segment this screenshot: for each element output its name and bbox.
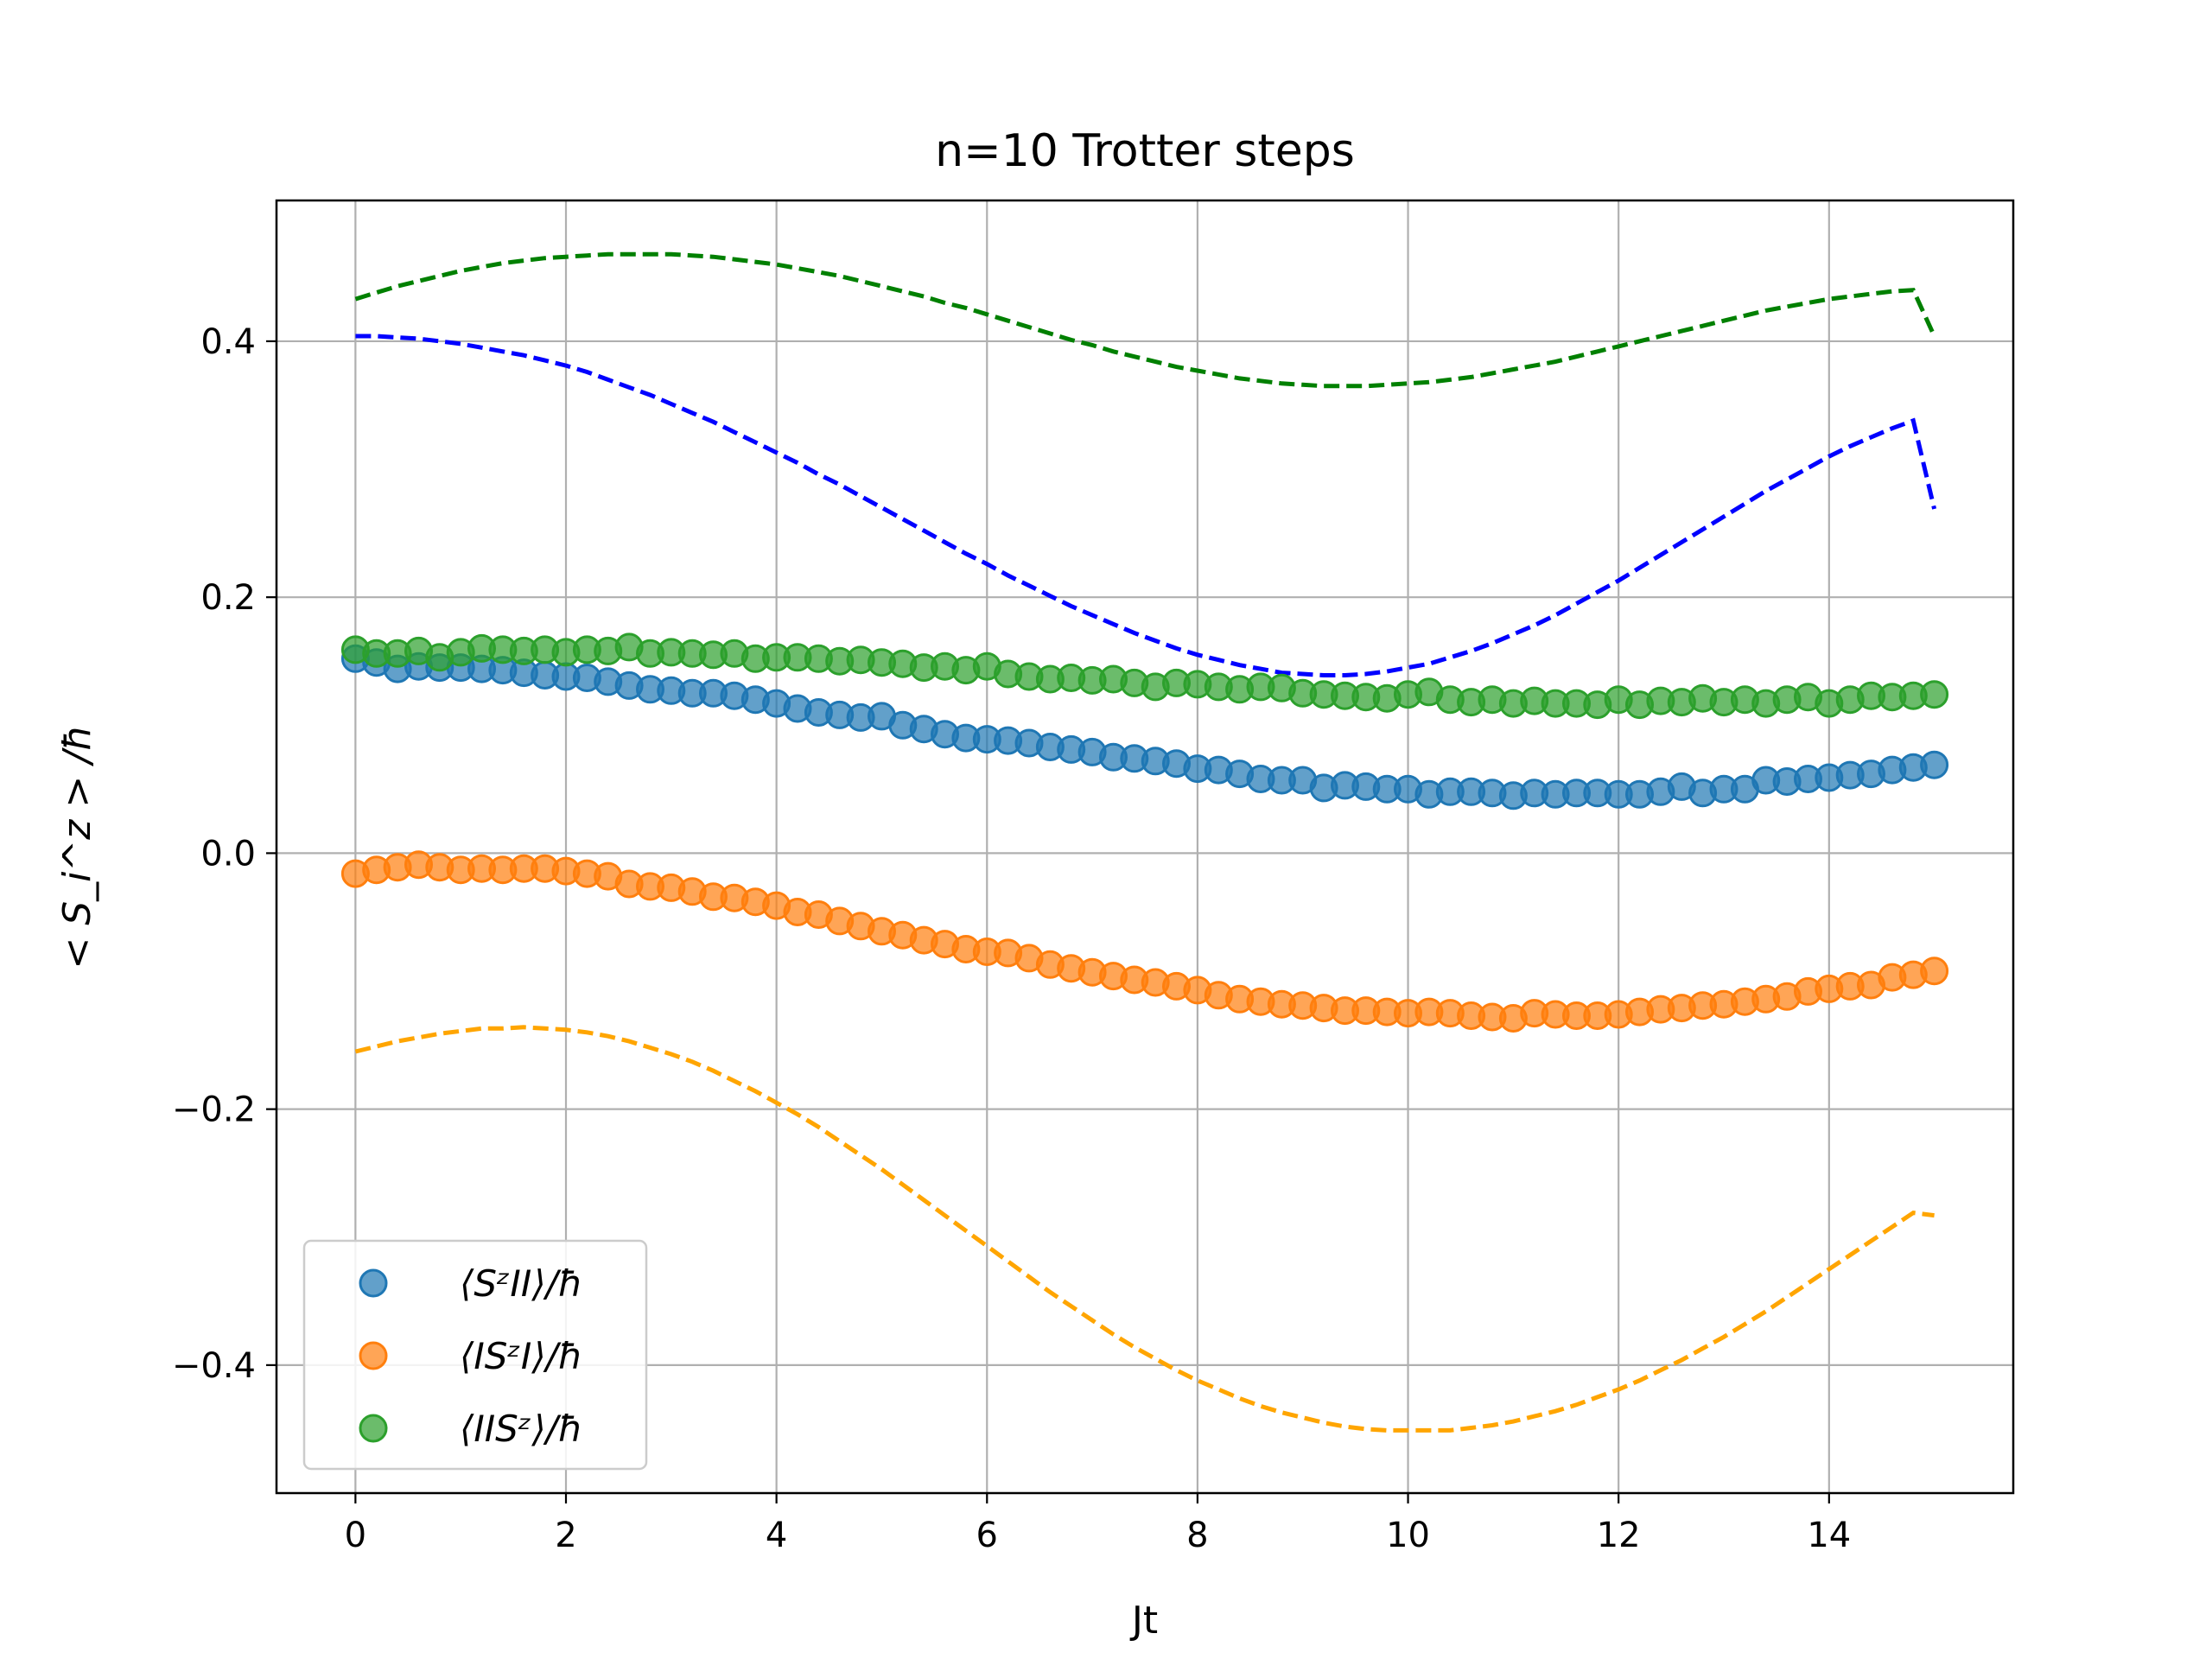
y-tick-label: −0.4 xyxy=(172,1346,256,1386)
legend-label: ⟨SᶻII⟩/ħ xyxy=(460,1262,583,1305)
points-layer xyxy=(340,632,1949,1033)
legend-box xyxy=(302,1239,648,1471)
y-tick-label: 0.0 xyxy=(200,834,256,874)
legend-label: ⟨ISᶻI⟩/ħ xyxy=(460,1335,583,1377)
x-axis-label: Jt xyxy=(1129,1599,1158,1643)
plot-frame xyxy=(275,199,2015,1495)
scatter-point xyxy=(1920,680,1949,709)
chart-title: n=10 Trotter steps xyxy=(935,125,1355,177)
y-axis-label: < S_i^z > /ħ xyxy=(55,724,99,969)
scatter-series-1 xyxy=(340,850,1949,1033)
x-tick-label: 6 xyxy=(976,1516,998,1555)
x-tick-label: 0 xyxy=(345,1516,366,1555)
x-tick-label: 2 xyxy=(555,1516,576,1555)
scatter-series-0 xyxy=(340,644,1949,810)
legend-entries: ⟨SᶻII⟩/ħ ⟨ISᶻI⟩/ħ ⟨IISᶻ⟩/ħ xyxy=(359,1262,583,1450)
dashed-series-line-4 xyxy=(354,1025,1935,1433)
legend-marker xyxy=(359,1268,388,1298)
y-tick-label: 0.4 xyxy=(200,322,256,362)
scatter-series-2 xyxy=(340,632,1949,720)
legend-marker xyxy=(359,1414,388,1443)
dashed-series-line-5 xyxy=(354,251,1936,389)
y-tick-label: −0.2 xyxy=(172,1090,256,1130)
x-tick-label: 14 xyxy=(1807,1516,1851,1555)
x-tick-label: 12 xyxy=(1597,1516,1641,1555)
lines-layer xyxy=(354,251,1937,1433)
scatter-point xyxy=(1920,957,1949,986)
x-tick-label: 8 xyxy=(1186,1516,1208,1555)
ticks-layer: 0 2 4 6 8 10 12 14 −0.4 −0.2 0.0 0.2 0.4 xyxy=(172,322,1851,1555)
x-tick-label: 4 xyxy=(766,1516,787,1555)
legend: ⟨SᶻII⟩/ħ ⟨ISᶻI⟩/ħ ⟨IISᶻ⟩/ħ xyxy=(302,1239,648,1471)
scatter-point xyxy=(1920,750,1949,779)
x-tick-label: 10 xyxy=(1386,1516,1430,1555)
legend-marker xyxy=(359,1341,388,1370)
legend-label: ⟨IISᶻ⟩/ħ xyxy=(460,1408,583,1450)
y-tick-label: 0.2 xyxy=(200,578,256,618)
